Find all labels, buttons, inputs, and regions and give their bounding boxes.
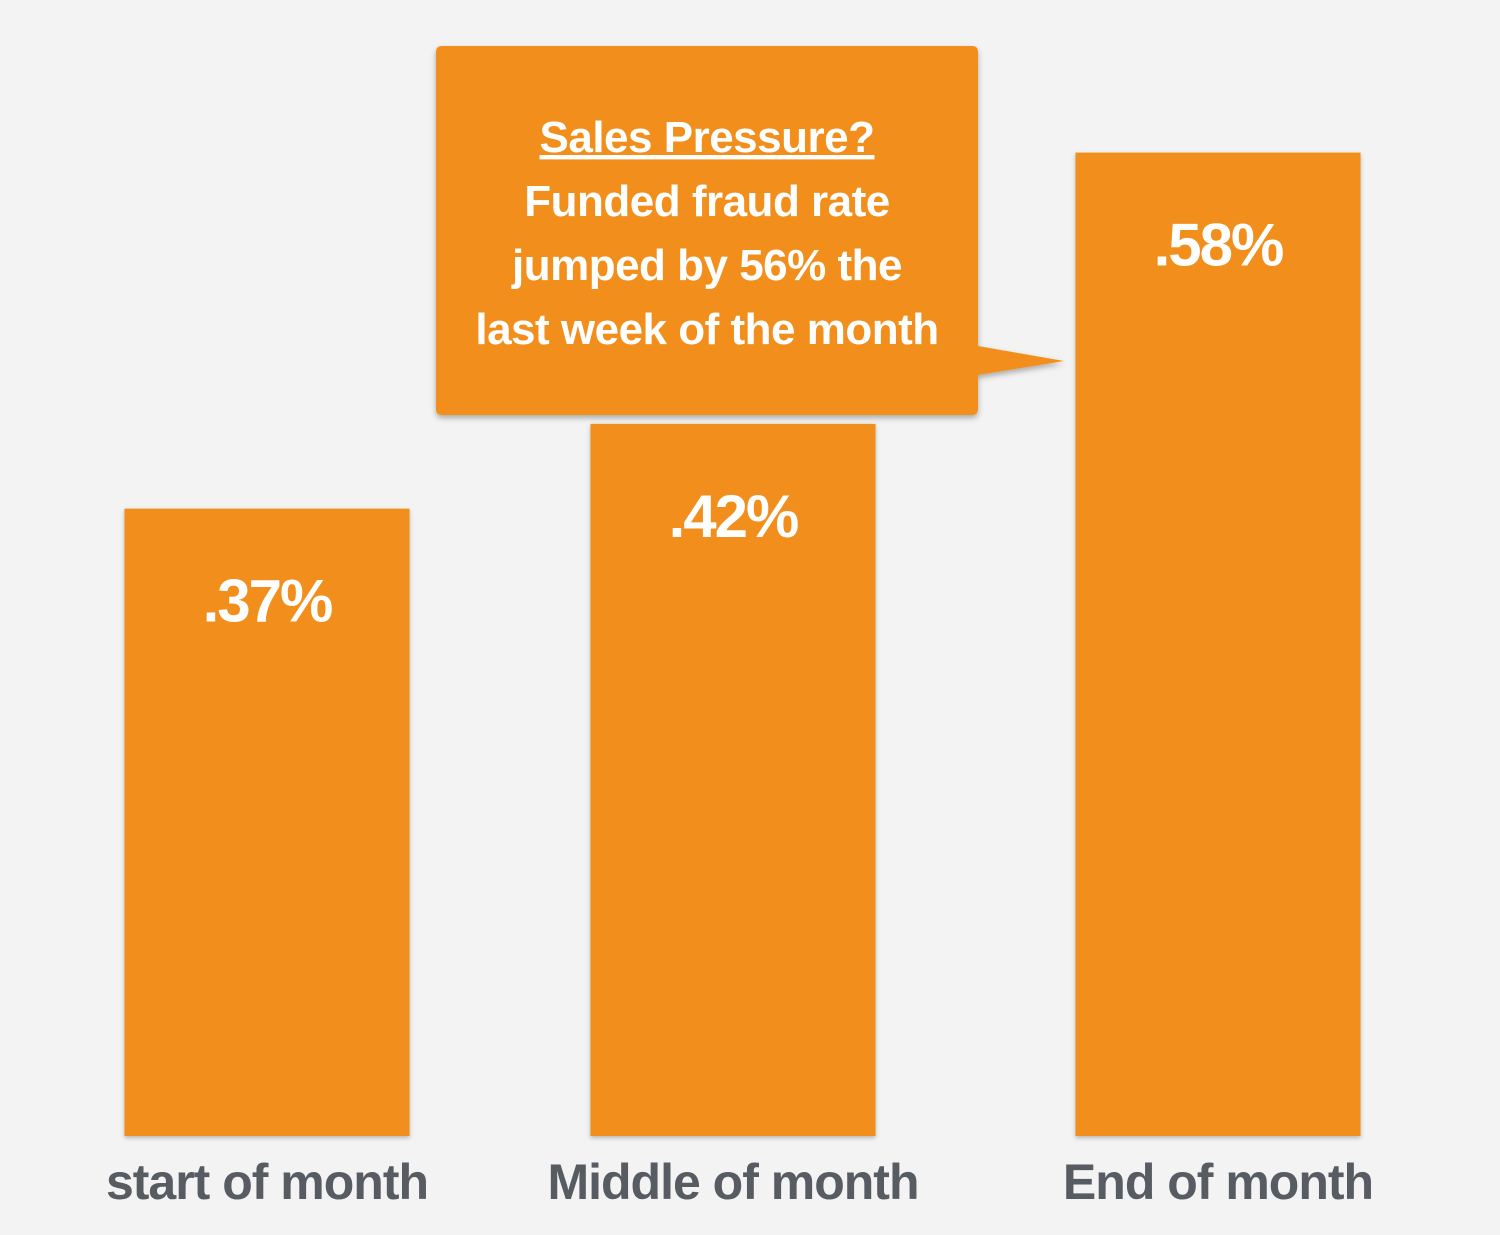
value-label-2: .42% — [669, 483, 798, 550]
svg-text:Sales Pressure?: Sales Pressure? — [540, 113, 875, 162]
callout-line-2: jumped by 56% the — [511, 241, 902, 290]
bar-2 — [590, 423, 876, 1136]
category-label-1: start of month — [106, 1154, 428, 1210]
value-labels-group: .37% .42% .58% — [203, 212, 1285, 635]
callout-bubble — [436, 46, 1064, 415]
value-label-3: .58% — [1154, 212, 1283, 279]
category-label-3: End of month — [1063, 1154, 1373, 1210]
annotation-callout: Sales Pressure? Funded fraud rate jumped… — [436, 46, 1064, 415]
callout-line-1: Funded fraud rate — [524, 177, 890, 226]
bar-1 — [124, 508, 410, 1136]
bar-3 — [1075, 152, 1361, 1136]
callout-title: Sales Pressure? — [540, 113, 875, 162]
category-label-2: Middle of month — [547, 1154, 918, 1210]
category-labels-group: start of month Middle of month End of mont… — [106, 1154, 1374, 1210]
value-label-1: .37% — [203, 568, 332, 635]
callout-line-3: last week of the month — [475, 305, 938, 354]
bars-group — [124, 152, 1361, 1136]
